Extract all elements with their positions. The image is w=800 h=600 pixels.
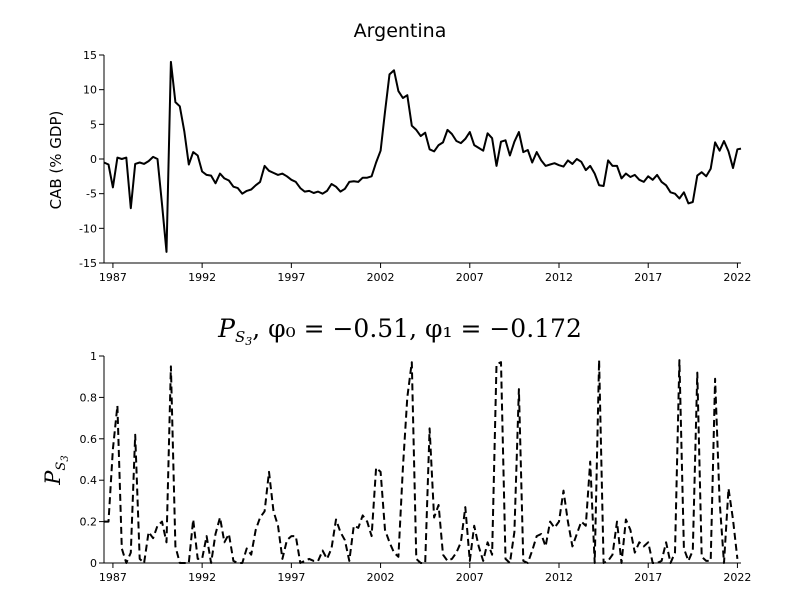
prob-series-line bbox=[104, 359, 739, 564]
cab-y-tick-label: -5 bbox=[86, 188, 97, 201]
prob-y-label: PS3 bbox=[41, 455, 71, 485]
cab-x-tick-label: 1997 bbox=[277, 271, 305, 284]
prob-x-tick-label: 1987 bbox=[99, 571, 127, 584]
cab-x-tick-label: 2012 bbox=[545, 271, 573, 284]
cab-x-tick-label: 2002 bbox=[367, 271, 395, 284]
cab-y-ticks: -15 -10 -5 0 5 10 15 bbox=[79, 49, 104, 270]
cab-y-tick-label: 10 bbox=[83, 84, 97, 97]
prob-y-ticks: 0 0.2 0.4 0.6 0.8 1 bbox=[80, 350, 104, 570]
cab-y-tick-label: 5 bbox=[90, 118, 97, 131]
cab-y-tick-label: 0 bbox=[90, 153, 97, 166]
cab-x-tick-label: 1992 bbox=[188, 271, 216, 284]
prob-x-tick-label: 2017 bbox=[634, 571, 662, 584]
prob-x-tick-label: 2002 bbox=[367, 571, 395, 584]
prob-y-tick-label: 1 bbox=[90, 350, 97, 363]
cab-x-tick-label: 2022 bbox=[723, 271, 751, 284]
cab-x-tick-label: 1987 bbox=[99, 271, 127, 284]
cab-series-line bbox=[103, 60, 742, 253]
cab-x-ticks: 1987 1992 1997 2002 2007 2012 2017 2022 bbox=[99, 263, 751, 284]
cab-y-tick-label: 15 bbox=[83, 49, 97, 62]
prob-y-tick-label: 0 bbox=[90, 557, 97, 570]
prob-x-tick-label: 2022 bbox=[723, 571, 751, 584]
prob-y-tick-label: 0.4 bbox=[80, 474, 98, 487]
prob-y-tick-label: 0.8 bbox=[80, 391, 98, 404]
cab-x-tick-label: 2007 bbox=[456, 271, 484, 284]
prob-chart: PS3, φ₀ = −0.51, φ₁ = −0.172 PS3 0 0.2 0.4… bbox=[41, 314, 751, 584]
cab-chart-title: Argentina bbox=[354, 20, 447, 42]
prob-x-tick-label: 2012 bbox=[545, 571, 573, 584]
prob-y-tick-label: 0.2 bbox=[80, 516, 98, 529]
prob-y-tick-label: 0.6 bbox=[80, 433, 98, 446]
cab-y-tick-label: -15 bbox=[79, 257, 97, 270]
prob-x-ticks: 1987 1992 1997 2002 2007 2012 2017 2022 bbox=[99, 563, 751, 584]
cab-y-label: CAB (% GDP) bbox=[47, 111, 65, 210]
prob-x-tick-label: 1992 bbox=[188, 571, 216, 584]
cab-chart: Argentina CAB (% GDP) -15 -10 -5 0 5 10 15 198… bbox=[47, 20, 751, 284]
cab-x-tick-label: 2017 bbox=[634, 271, 662, 284]
prob-chart-title: PS3, φ₀ = −0.51, φ₁ = −0.172 bbox=[217, 314, 582, 348]
prob-x-tick-label: 2007 bbox=[456, 571, 484, 584]
prob-x-tick-label: 1997 bbox=[277, 571, 305, 584]
cab-y-tick-label: -10 bbox=[79, 222, 97, 235]
